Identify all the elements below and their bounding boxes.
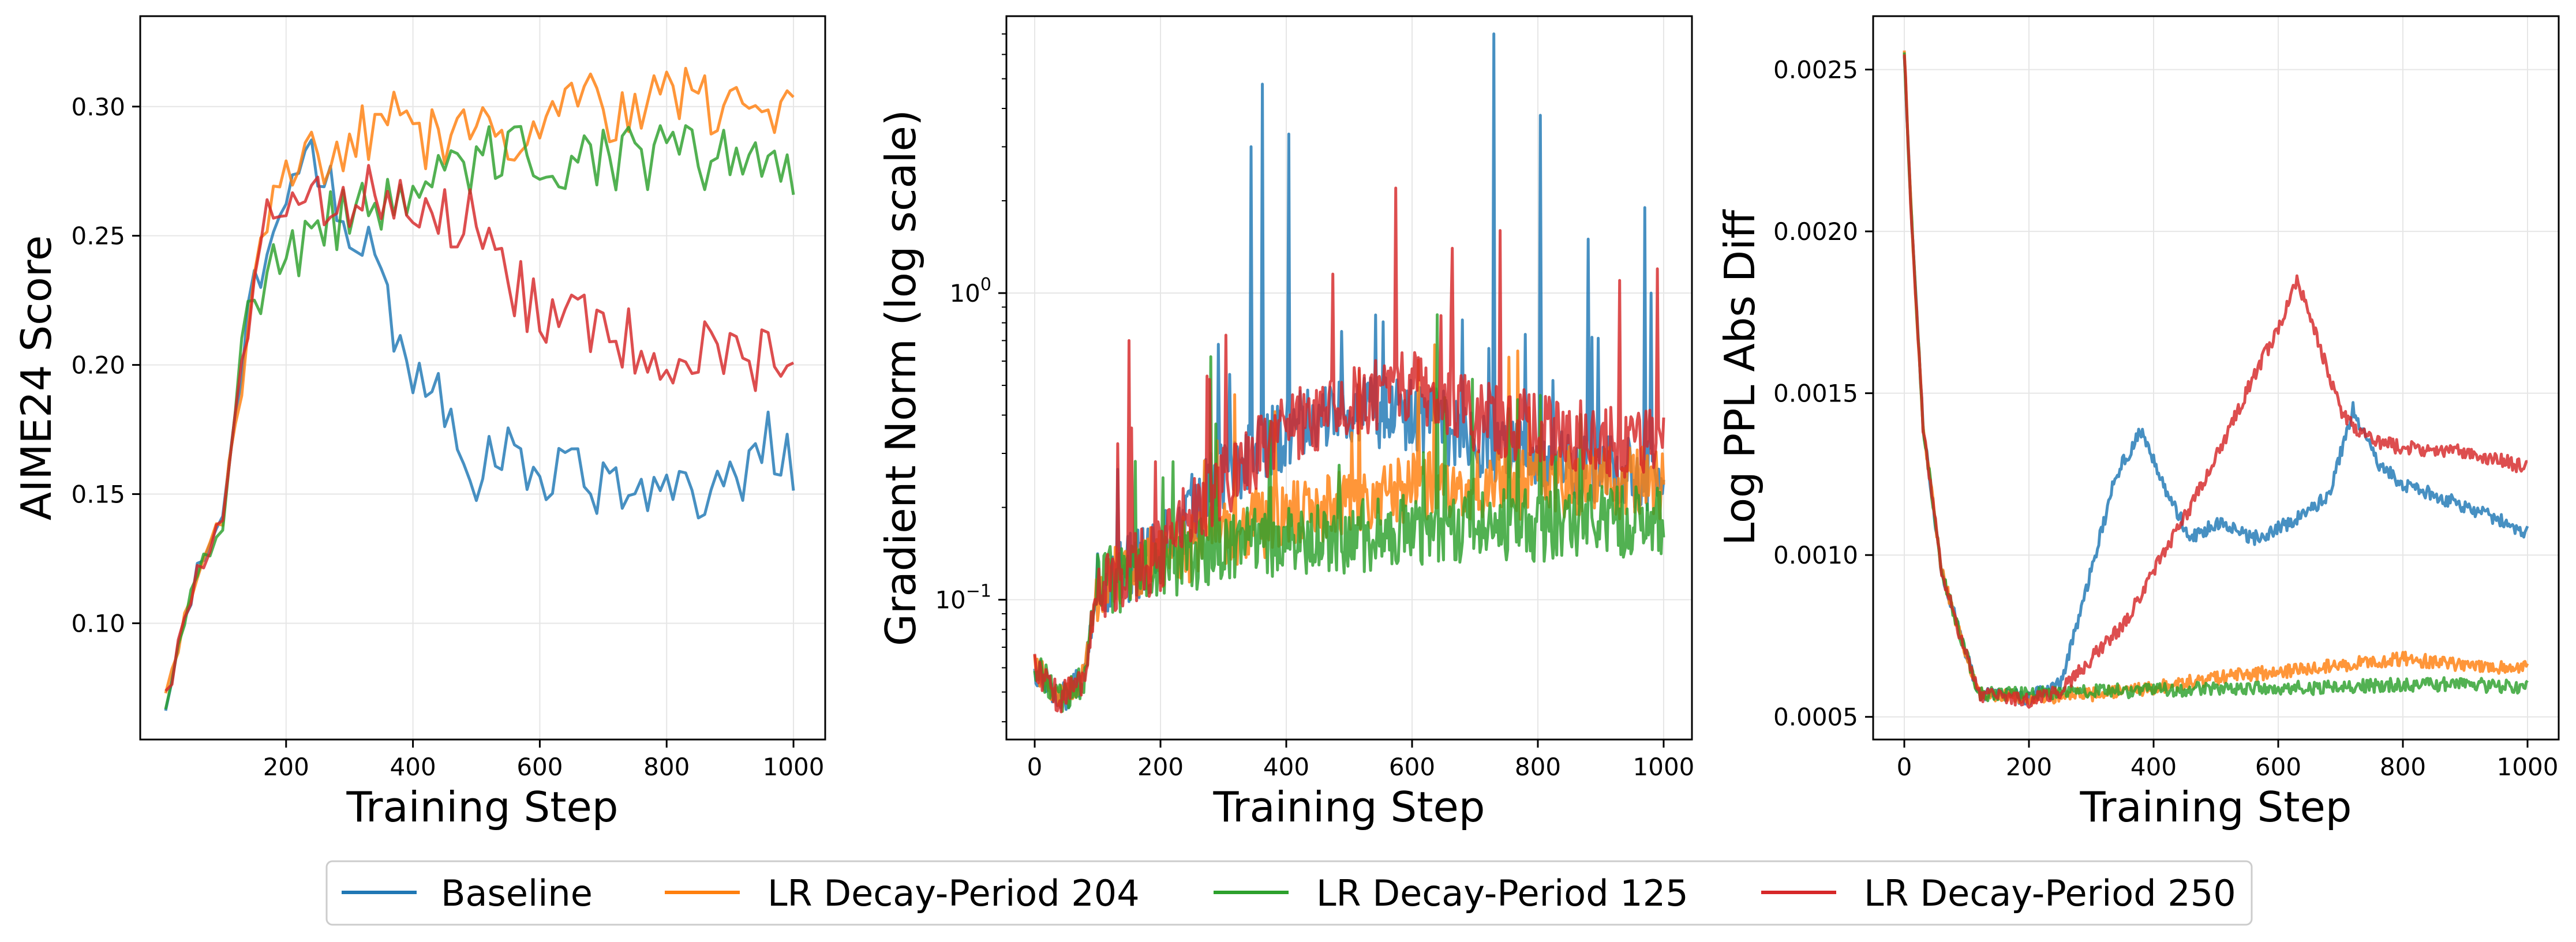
x-tick-label: 400 (390, 753, 436, 781)
x-tick-label: 400 (2131, 753, 2177, 781)
x-tick-label: 600 (1389, 753, 1435, 781)
x-tick-label: 600 (516, 753, 563, 781)
series-lines (1033, 32, 1665, 714)
legend-box (325, 860, 2253, 926)
y-axis-label: Log PPL Abs Diff (1716, 209, 1764, 546)
y-tick-label: 0.0015 (1773, 380, 1858, 408)
panel-gradient-norm: 0 200 400 600 800 1000 10−1 100 Training Step G… (877, 15, 1695, 831)
series-line-baseline (164, 138, 795, 711)
y-tick-label: 0.25 (71, 222, 125, 250)
legend-label: LR Decay-Period 250 (1864, 872, 2236, 914)
y-tick-label: 0.0010 (1773, 541, 1858, 569)
axes-frame (1005, 15, 1693, 741)
y-tick-label: 0.0025 (1773, 56, 1858, 84)
x-tick-label: 800 (2380, 753, 2426, 781)
x-tick-label: 0 (1027, 753, 1043, 781)
x-tick-label: 400 (1263, 753, 1309, 781)
y-tick-label: 0.20 (71, 351, 125, 380)
y-axis-label: AIME24 Score (12, 235, 61, 520)
legend-entry-decay-204: LR Decay-Period 204 (665, 872, 1140, 914)
x-axis-label: Training Step (346, 783, 619, 831)
y-tick-label: 0.0005 (1773, 703, 1858, 731)
legend-label: LR Decay-Period 125 (1316, 872, 1688, 914)
y-tick-label: 100 (949, 275, 991, 307)
legend-label: LR Decay-Period 204 (767, 872, 1140, 914)
series-line-lr-decay-period-125 (1903, 52, 2529, 703)
x-tick-label: 200 (263, 753, 309, 781)
ticks: 0 200 400 600 800 1000 10−1 100 (935, 33, 1695, 781)
series-lines (1903, 50, 2529, 709)
x-tick-label: 1000 (763, 753, 825, 781)
legend-entry-decay-125: LR Decay-Period 125 (1214, 872, 1688, 914)
series-line-lr-decay-period-250 (1033, 186, 1665, 714)
legend-label: Baseline (441, 872, 593, 914)
y-axis-label: Gradient Norm (log scale) (877, 110, 925, 646)
x-axis-label: Training Step (2080, 783, 2352, 831)
y-tick-label: 10−1 (935, 581, 991, 614)
x-tick-label: 0 (1897, 753, 1912, 781)
x-tick-label: 200 (1137, 753, 1184, 781)
grid (1873, 16, 2559, 740)
x-tick-label: 600 (2255, 753, 2301, 781)
x-tick-label: 1000 (2497, 753, 2559, 781)
series-lines (164, 66, 795, 711)
x-axis-label: Training Step (1213, 783, 1485, 831)
x-tick-label: 1000 (1633, 753, 1695, 781)
x-tick-label: 200 (2006, 753, 2052, 781)
legend: Baseline LR Decay-Period 204 LR Decay-Pe… (325, 860, 2253, 926)
legend-entry-baseline: Baseline (342, 872, 593, 914)
y-tick-label: 0.0020 (1773, 217, 1858, 246)
x-tick-label: 800 (643, 753, 690, 781)
ticks: 200 400 600 800 1000 0.10 0.15 0.20 0.25 0.30 (71, 93, 824, 781)
legend-entry-decay-250: LR Decay-Period 250 (1761, 872, 2236, 914)
y-tick-label: 0.10 (71, 609, 125, 637)
ticks: 0 200 400 600 800 1000 0.0005 0.0010 0.0015 0.002… (1773, 56, 2558, 781)
series-line-lr-decay-period-250 (164, 164, 795, 692)
panel-aime24: 200 400 600 800 1000 0.10 0.15 0.20 0.25 0.30 Tra… (12, 15, 826, 831)
y-tick-label: 0.15 (71, 481, 125, 509)
y-tick-label: 0.30 (71, 93, 125, 121)
series-line-lr-decay-period-250 (1903, 54, 2528, 709)
axes-frame (1872, 15, 2560, 741)
x-tick-label: 800 (1515, 753, 1561, 781)
panel-log-ppl: 0 200 400 600 800 1000 0.0005 0.0010 0.0015 0.002… (1716, 15, 2560, 831)
grid (1006, 16, 1692, 740)
series-line-lr-decay-period-125 (164, 124, 795, 710)
axes-frame (139, 15, 826, 741)
